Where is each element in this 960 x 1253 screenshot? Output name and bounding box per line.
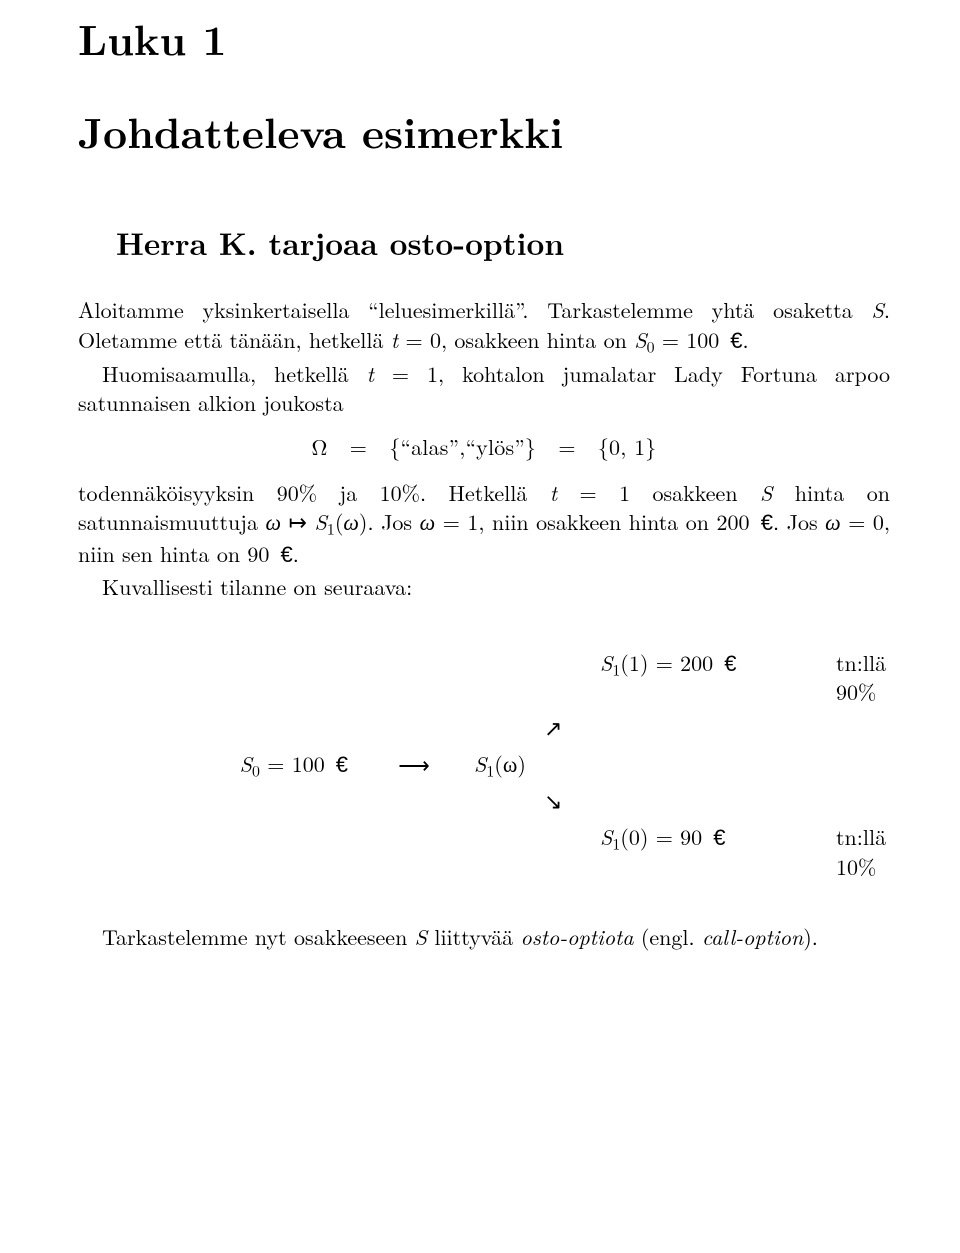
text: = 0 <box>398 324 441 355</box>
text: Tarkastelemme nyt osakkeeseen <box>102 921 415 952</box>
chapter-label: Luku 1 <box>78 10 890 67</box>
paragraph-5: Tarkastelemme nyt osakkeeseen S liittyvä… <box>78 922 890 952</box>
euro-icon: € <box>336 752 348 777</box>
euro-icon: € <box>724 651 736 676</box>
diagram-row-top: S1(1) = 200 € tn:llä 90% <box>78 648 890 707</box>
text: , osakkeen hinta on <box>441 324 634 355</box>
text: = 1 osakkeen <box>557 477 760 508</box>
diagram-bot-prob: tn:llä 10% <box>800 822 890 881</box>
diagram-row-mid: S0 = 100 € ⟶ S1(ω) <box>78 749 890 781</box>
text: ↦ <box>281 506 314 537</box>
var-t: t <box>550 477 557 508</box>
var-S: S <box>760 477 772 508</box>
paragraph-2: Huomisaamulla, hetkellä t = 1, kohtalon … <box>78 359 890 418</box>
var-S: S <box>240 748 252 779</box>
text: . <box>743 324 749 355</box>
var-S0: S <box>634 324 646 355</box>
text: Aloitamme yksinkertaisella “leluesimerki… <box>78 294 872 325</box>
text: ). <box>803 921 818 952</box>
text: (1) = 200 <box>620 647 724 678</box>
text: . <box>293 538 299 569</box>
diagram-mid-right: S1(ω) <box>474 749 544 781</box>
var-omega: ω <box>420 506 436 537</box>
text: Huomisaamulla, hetkellä <box>102 358 367 389</box>
section-title: Herra K. tarjoaa osto-option <box>78 223 890 265</box>
text: = 100 <box>655 324 731 355</box>
paragraph-3: todennäköisyyksin 90% ja 10%. Hetkellä t… <box>78 478 890 570</box>
var-omega: ω <box>825 506 841 537</box>
diagram-row-arrow-up: ↗ <box>78 713 890 743</box>
var-S: S <box>600 647 612 678</box>
diagram-top-eq: S1(1) = 200 € <box>600 648 800 707</box>
text: . Jos <box>773 506 825 537</box>
display-equation-omega: Ω = {“alas”,“ylös”} = {0, 1} <box>78 432 890 462</box>
paragraph-1: Aloitamme yksinkertaisella “leluesimerki… <box>78 295 890 356</box>
var-S: S <box>474 748 486 779</box>
diagram-mid-left: S0 = 100 € <box>78 749 354 781</box>
subscript-0: 0 <box>647 334 655 357</box>
text: . Jos <box>367 506 419 537</box>
arrow-down-icon: ↘ <box>544 786 594 816</box>
var-omega: ω <box>265 506 281 537</box>
text: liittyvää <box>427 921 521 952</box>
term-call-option: call-option <box>702 921 803 952</box>
text: (ω) <box>494 748 526 779</box>
euro-icon: € <box>730 328 742 353</box>
term-osto-optiota: osto-optiota <box>521 921 634 952</box>
text: (0) = 90 <box>620 821 713 852</box>
var-S: S <box>415 921 427 952</box>
euro-icon: € <box>280 542 292 567</box>
var-S: S <box>872 294 884 325</box>
arrow-up-icon: ↗ <box>544 713 594 743</box>
var-S: S <box>600 821 612 852</box>
var-omega: ω <box>343 506 359 537</box>
diagram-row-bottom: S1(0) = 90 € tn:llä 10% <box>78 822 890 881</box>
text: = 1, niin osakkeen hinta on 200 <box>435 506 761 537</box>
arrow-right-icon: ⟶ <box>354 750 474 780</box>
euro-icon: € <box>761 510 773 535</box>
text: = 1 <box>374 358 438 389</box>
chapter-title: Johdatteleva esimerkki <box>78 103 890 160</box>
paragraph-4: Kuvallisesti tilanne on seuraava: <box>78 572 890 602</box>
text: = 100 <box>260 748 336 779</box>
euro-icon: € <box>713 825 725 850</box>
diagram-row-arrow-down: ↘ <box>78 786 890 816</box>
var-S1: S <box>315 506 327 537</box>
text: (engl. <box>634 921 702 952</box>
text: todennäköisyyksin 90% ja 10%. Hetkellä <box>78 477 550 508</box>
var-t: t <box>367 358 374 389</box>
diagram-bot-eq: S1(0) = 90 € <box>600 822 800 881</box>
subscript-1: 1 <box>327 517 335 540</box>
price-tree-diagram: S1(1) = 200 € tn:llä 90% ↗ S0 = 100 € ⟶ … <box>78 648 890 882</box>
page: Luku 1 Johdatteleva esimerkki Herra K. t… <box>0 0 960 1253</box>
diagram-top-prob: tn:llä 90% <box>800 648 890 707</box>
subscript-0: 0 <box>252 758 260 781</box>
